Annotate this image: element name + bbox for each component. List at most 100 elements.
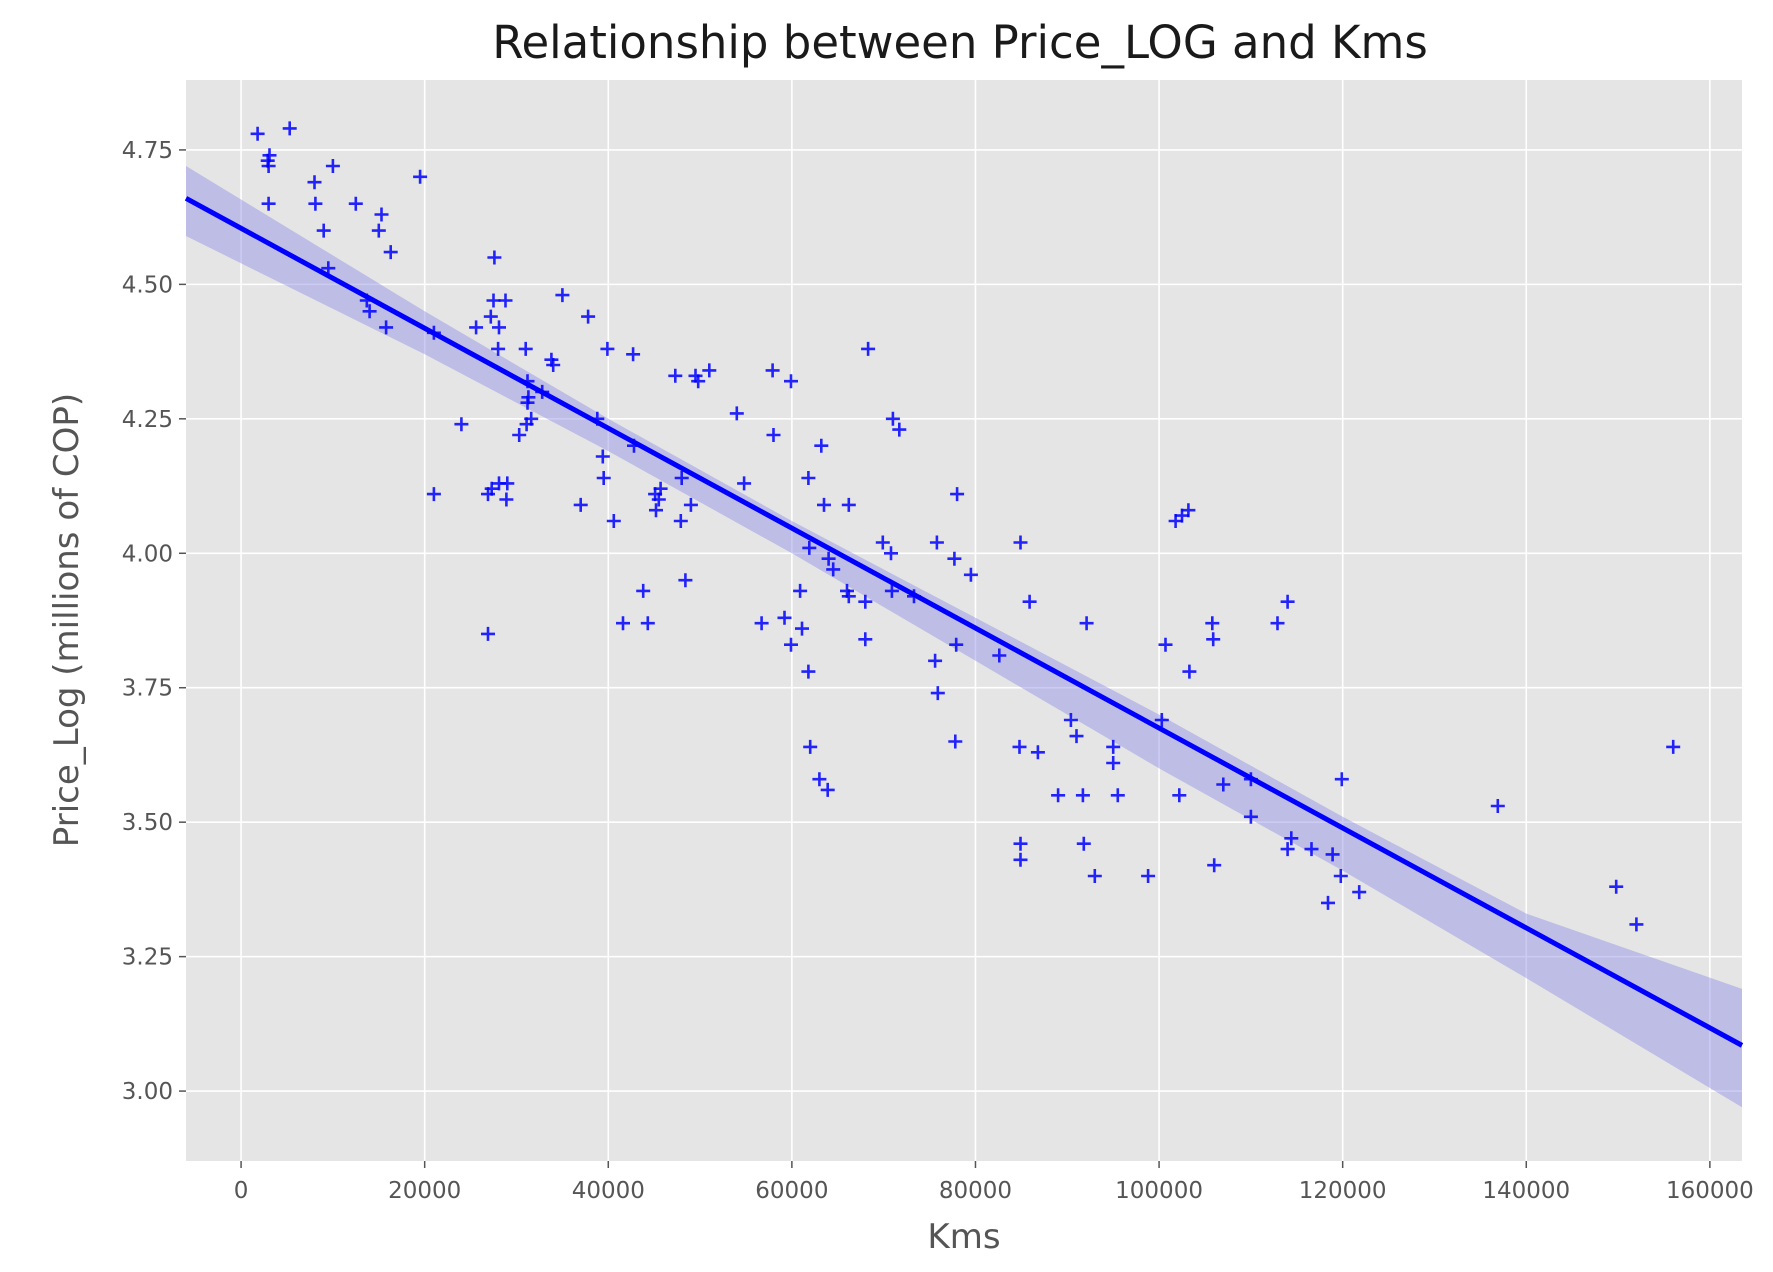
data-point [649, 503, 663, 518]
x-tick-label: 0 [234, 1178, 249, 1204]
y-tick-label: 4.25 [122, 407, 173, 433]
data-point [1022, 594, 1037, 609]
data-point [1609, 879, 1624, 894]
data-point [702, 363, 717, 378]
data-point [1181, 503, 1196, 518]
data-point [535, 384, 550, 399]
x-axis-label: Kms [927, 1217, 1000, 1257]
data-point [383, 245, 398, 260]
data-point [1205, 616, 1220, 631]
data-point [498, 293, 513, 308]
data-point [1270, 616, 1285, 631]
data-point [1079, 616, 1094, 631]
grid-lines [186, 80, 1742, 1161]
data-point [820, 782, 835, 797]
data-point [1069, 729, 1084, 744]
data-point [668, 368, 683, 383]
data-point [858, 594, 873, 609]
data-point [765, 363, 780, 378]
data-point [1154, 713, 1169, 727]
data-point [524, 411, 539, 426]
x-tick-label: 80000 [939, 1178, 1012, 1204]
data-point [1280, 842, 1295, 857]
data-point [1216, 777, 1231, 792]
data-point [374, 207, 389, 222]
data-point [491, 341, 506, 356]
data-point [826, 562, 841, 577]
data-point [674, 471, 689, 485]
y-tick-label: 4.00 [122, 541, 173, 567]
regression-line-group [184, 196, 1744, 1048]
data-point [1182, 664, 1197, 679]
data-point [1284, 831, 1299, 846]
x-tick-label: 140000 [1482, 1178, 1570, 1204]
data-point [754, 616, 769, 631]
data-point [861, 341, 876, 356]
data-point [875, 535, 890, 550]
data-point [1013, 836, 1028, 851]
data-point [1172, 788, 1187, 803]
data-point [616, 616, 630, 631]
data-point [325, 159, 340, 173]
confidence-band-area [186, 166, 1742, 1108]
data-point [1076, 836, 1091, 851]
data-point [348, 196, 363, 211]
regression-line [184, 196, 1744, 1048]
data-point [379, 320, 394, 335]
data-point [371, 223, 386, 238]
y-axis-label: Price_Log (millions of COP) [47, 393, 87, 847]
data-point [426, 487, 441, 502]
data-point [492, 320, 506, 335]
x-tick-label: 40000 [572, 1178, 645, 1204]
data-point [1352, 885, 1367, 900]
data-point [683, 497, 698, 512]
data-point [784, 374, 798, 389]
data-point [573, 497, 588, 512]
data-point [766, 428, 781, 442]
data-point [600, 341, 615, 356]
data-point [483, 309, 498, 324]
data-point [1110, 788, 1125, 803]
data-point [469, 320, 484, 335]
data-point [262, 148, 277, 163]
data-point [821, 551, 836, 566]
x-tick-label: 20000 [388, 1178, 461, 1204]
data-point [992, 648, 1007, 663]
data-point [884, 583, 899, 598]
data-point [518, 341, 533, 356]
data-point [929, 535, 944, 550]
data-point [261, 196, 276, 211]
data-point [1334, 772, 1349, 787]
data-point [321, 261, 336, 276]
data-point [1012, 739, 1027, 754]
data-point [484, 481, 499, 496]
data-point [590, 411, 605, 426]
data-point [520, 374, 535, 389]
data-point [802, 540, 817, 555]
data-point [841, 497, 856, 512]
data-point [1629, 917, 1644, 932]
data-point [812, 772, 827, 787]
data-point [606, 514, 621, 528]
data-point [487, 250, 502, 265]
data-point [803, 739, 818, 754]
data-point [1063, 713, 1078, 727]
data-point [801, 664, 816, 679]
data-point [1243, 809, 1258, 824]
x-tick-label: 120000 [1299, 1178, 1387, 1204]
data-point [512, 428, 527, 442]
data-point [1158, 637, 1173, 652]
data-point [499, 492, 514, 507]
data-point [481, 626, 495, 641]
data-point [636, 583, 651, 598]
data-point [1280, 594, 1295, 609]
data-point [626, 347, 641, 362]
data-point [673, 514, 688, 528]
data-point [595, 449, 610, 464]
data-point [1321, 895, 1335, 910]
data-point [362, 304, 377, 319]
data-point [930, 686, 945, 701]
data-point [627, 438, 641, 453]
data-point [546, 358, 561, 372]
y-tick-label: 3.00 [122, 1079, 173, 1105]
